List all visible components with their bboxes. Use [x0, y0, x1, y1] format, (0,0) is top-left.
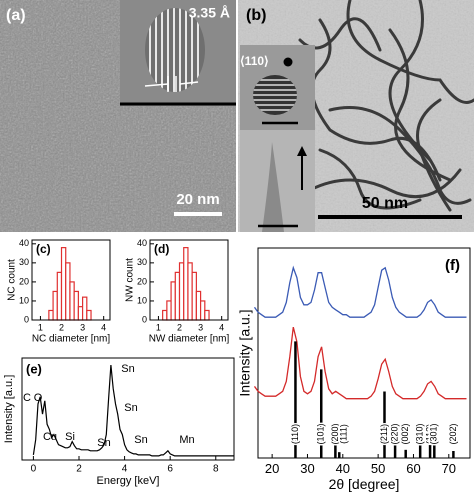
histogram-bar — [204, 309, 210, 321]
reference-label: (211) — [379, 424, 389, 444]
reference-label: (101) — [316, 423, 326, 444]
y-axis-label: Intensity [a.u.] — [3, 375, 15, 443]
x-tick-label: 2 — [177, 322, 182, 332]
x-tick-label: 50 — [371, 461, 385, 476]
histogram-bar — [52, 290, 58, 321]
histogram-bar — [166, 300, 172, 321]
x-tick-label: 1 — [156, 322, 161, 332]
peak-label: Mn — [179, 434, 194, 446]
histogram-bar — [56, 271, 63, 321]
y-tick-label: 40 — [19, 238, 29, 248]
x-tick-label: 20 — [265, 461, 279, 476]
reference-label: (110) — [290, 424, 300, 444]
x-tick-label: 4 — [219, 322, 224, 332]
x-tick-label: 8 — [213, 464, 219, 475]
x-tick-label: 70 — [442, 461, 456, 476]
peak-label: Sn — [97, 437, 110, 449]
x-tick-label: 2 — [59, 322, 64, 332]
histogram-bar — [77, 306, 84, 321]
y-tick-label: 30 — [137, 257, 147, 267]
x-axis-label: NW diameter [nm] — [149, 334, 230, 345]
peak-label: Sn — [124, 402, 137, 414]
y-tick-label: 10 — [137, 295, 147, 305]
x-axis-label: 2θ [degree] — [329, 476, 400, 492]
histogram-bar — [178, 262, 185, 321]
x-tick-label: 3 — [198, 322, 203, 332]
histogram-bar — [86, 309, 92, 321]
panel-label: (f) — [445, 257, 460, 274]
y-tick-label: 40 — [137, 238, 147, 248]
reference-label: (202) — [448, 423, 458, 444]
reference-label: (310) — [415, 423, 425, 444]
reference-label: (200) — [330, 423, 340, 444]
spectrum-line — [32, 365, 234, 457]
scale-bar-label: 50 nm — [362, 195, 408, 212]
panel-label: (a) — [6, 7, 26, 24]
reference-label: (002) — [400, 423, 410, 444]
y-axis-label: Intensity [a.u.] — [237, 309, 253, 396]
histogram-bar — [60, 247, 67, 321]
y-axis-label: NC count — [7, 259, 18, 301]
panel-label: (d) — [154, 242, 169, 256]
x-tick-label: 60 — [406, 461, 420, 476]
peak-label: O — [34, 392, 43, 404]
y-tick-label: 20 — [19, 276, 29, 286]
histogram-bar — [191, 271, 197, 321]
plot-frame — [257, 247, 471, 459]
plot-frame — [31, 239, 111, 321]
peak-label: Sn — [134, 434, 147, 446]
scale-bar-label: 20 nm — [176, 191, 219, 208]
histogram-bar — [183, 247, 189, 321]
x-tick-label: 4 — [101, 322, 106, 332]
peak-label: Cu — [43, 431, 57, 443]
histogram-bar — [195, 290, 202, 321]
x-tick-label: 30 — [300, 461, 314, 476]
x-tick-label: 6 — [167, 464, 173, 475]
x-axis-label: NC diameter [nm] — [32, 334, 111, 345]
histogram-bar — [199, 300, 206, 321]
histogram-bar — [69, 281, 75, 321]
direction-label: ⟨110⟩ — [240, 54, 269, 68]
plot-frame — [149, 239, 229, 321]
x-tick-label: 0 — [31, 464, 37, 475]
x-axis-label: Energy [keV] — [97, 475, 160, 487]
histogram-bar — [162, 309, 168, 321]
histogram-bar — [81, 296, 88, 321]
y-tick-label: 20 — [137, 276, 147, 286]
histogram-bar — [187, 262, 193, 321]
panel-label: (c) — [36, 242, 51, 256]
y-tick-label: 0 — [24, 314, 29, 324]
plot-frame — [21, 357, 235, 461]
x-tick-label: 3 — [80, 322, 85, 332]
histogram-bar — [65, 262, 71, 321]
y-tick-label: 10 — [19, 295, 29, 305]
panel-label: (b) — [246, 7, 266, 24]
peak-label: Si — [65, 431, 75, 443]
y-tick-label: 0 — [142, 314, 147, 324]
reference-label: (111) — [339, 424, 349, 444]
x-tick-label: 1 — [38, 322, 43, 332]
histogram-bar — [73, 290, 79, 321]
y-tick-label: 30 — [19, 257, 29, 267]
lattice-spacing: 3.35 Å — [189, 5, 230, 21]
xrd-curve — [253, 326, 467, 400]
reference-label: (301) — [429, 423, 439, 444]
x-tick-label: 2 — [76, 464, 82, 475]
tem-image-b — [238, 0, 474, 232]
xrd-curve — [253, 265, 467, 318]
tem-image-a — [0, 0, 236, 232]
x-tick-label: 40 — [336, 461, 350, 476]
histogram-bar — [48, 309, 54, 321]
histogram-bar — [174, 271, 181, 321]
panel-label: (e) — [26, 361, 42, 376]
histogram-bar — [170, 281, 176, 321]
x-tick-label: 4 — [122, 464, 128, 475]
reference-label: (112) — [424, 424, 434, 444]
peak-label: Sn — [121, 363, 134, 375]
peak-label: C — [23, 392, 31, 404]
reference-label: (220) — [389, 423, 399, 444]
y-axis-label: NW count — [125, 258, 136, 302]
